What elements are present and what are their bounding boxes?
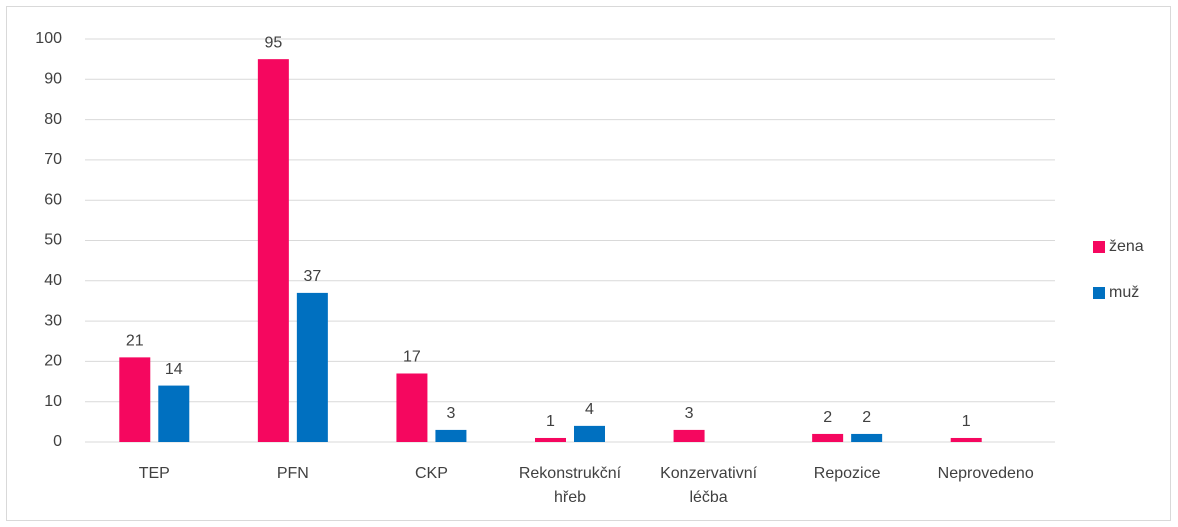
y-tick-label: 30 [44, 312, 62, 329]
data-label: 17 [403, 349, 421, 366]
bar [435, 429, 467, 442]
x-tick-label: Konzervativní léčba [660, 465, 758, 506]
data-label: 37 [303, 268, 321, 285]
legend-swatch [1093, 287, 1105, 299]
data-label: 3 [685, 405, 694, 422]
legend-swatch [1093, 241, 1105, 253]
data-label: 2 [862, 409, 871, 426]
legend-label: žena [1109, 238, 1144, 255]
y-tick-label: 90 [44, 71, 62, 88]
x-tick-label: CKP [414, 465, 448, 482]
bar [851, 433, 883, 442]
x-tick-label: PFN [276, 465, 309, 482]
bar [574, 425, 605, 442]
data-label: 14 [165, 361, 183, 378]
data-label: 1 [546, 413, 555, 430]
data-label: 3 [446, 405, 455, 422]
bar [535, 437, 566, 442]
bar [257, 59, 289, 443]
bar [158, 385, 190, 442]
x-tick-label: Neprovedeno [937, 465, 1034, 482]
data-label: 4 [585, 401, 594, 418]
y-tick-label: 20 [44, 353, 62, 370]
data-label: 1 [962, 413, 971, 430]
x-tick-label: TEP [138, 465, 170, 482]
bar [950, 437, 982, 442]
y-tick-label: 60 [44, 191, 62, 208]
data-label: 21 [126, 333, 144, 350]
bar [812, 433, 844, 442]
bar [296, 292, 328, 442]
y-tick-label: 100 [35, 30, 62, 47]
bar [673, 429, 705, 442]
data-label: 2 [823, 409, 832, 426]
bar [119, 357, 151, 442]
data-label: 95 [264, 34, 282, 51]
y-tick-label: 80 [44, 111, 62, 128]
y-tick-label: 40 [44, 272, 62, 289]
y-tick-label: 50 [44, 232, 62, 249]
legend-label: muž [1109, 284, 1139, 301]
y-tick-label: 70 [44, 151, 62, 168]
chart-border [6, 6, 1171, 521]
y-tick-label: 0 [53, 433, 62, 450]
y-tick-label: 10 [44, 393, 62, 410]
x-tick-label: Repozice [813, 465, 881, 482]
bar [396, 373, 428, 442]
x-tick-label: Rekonstrukční hřeb [518, 465, 622, 506]
